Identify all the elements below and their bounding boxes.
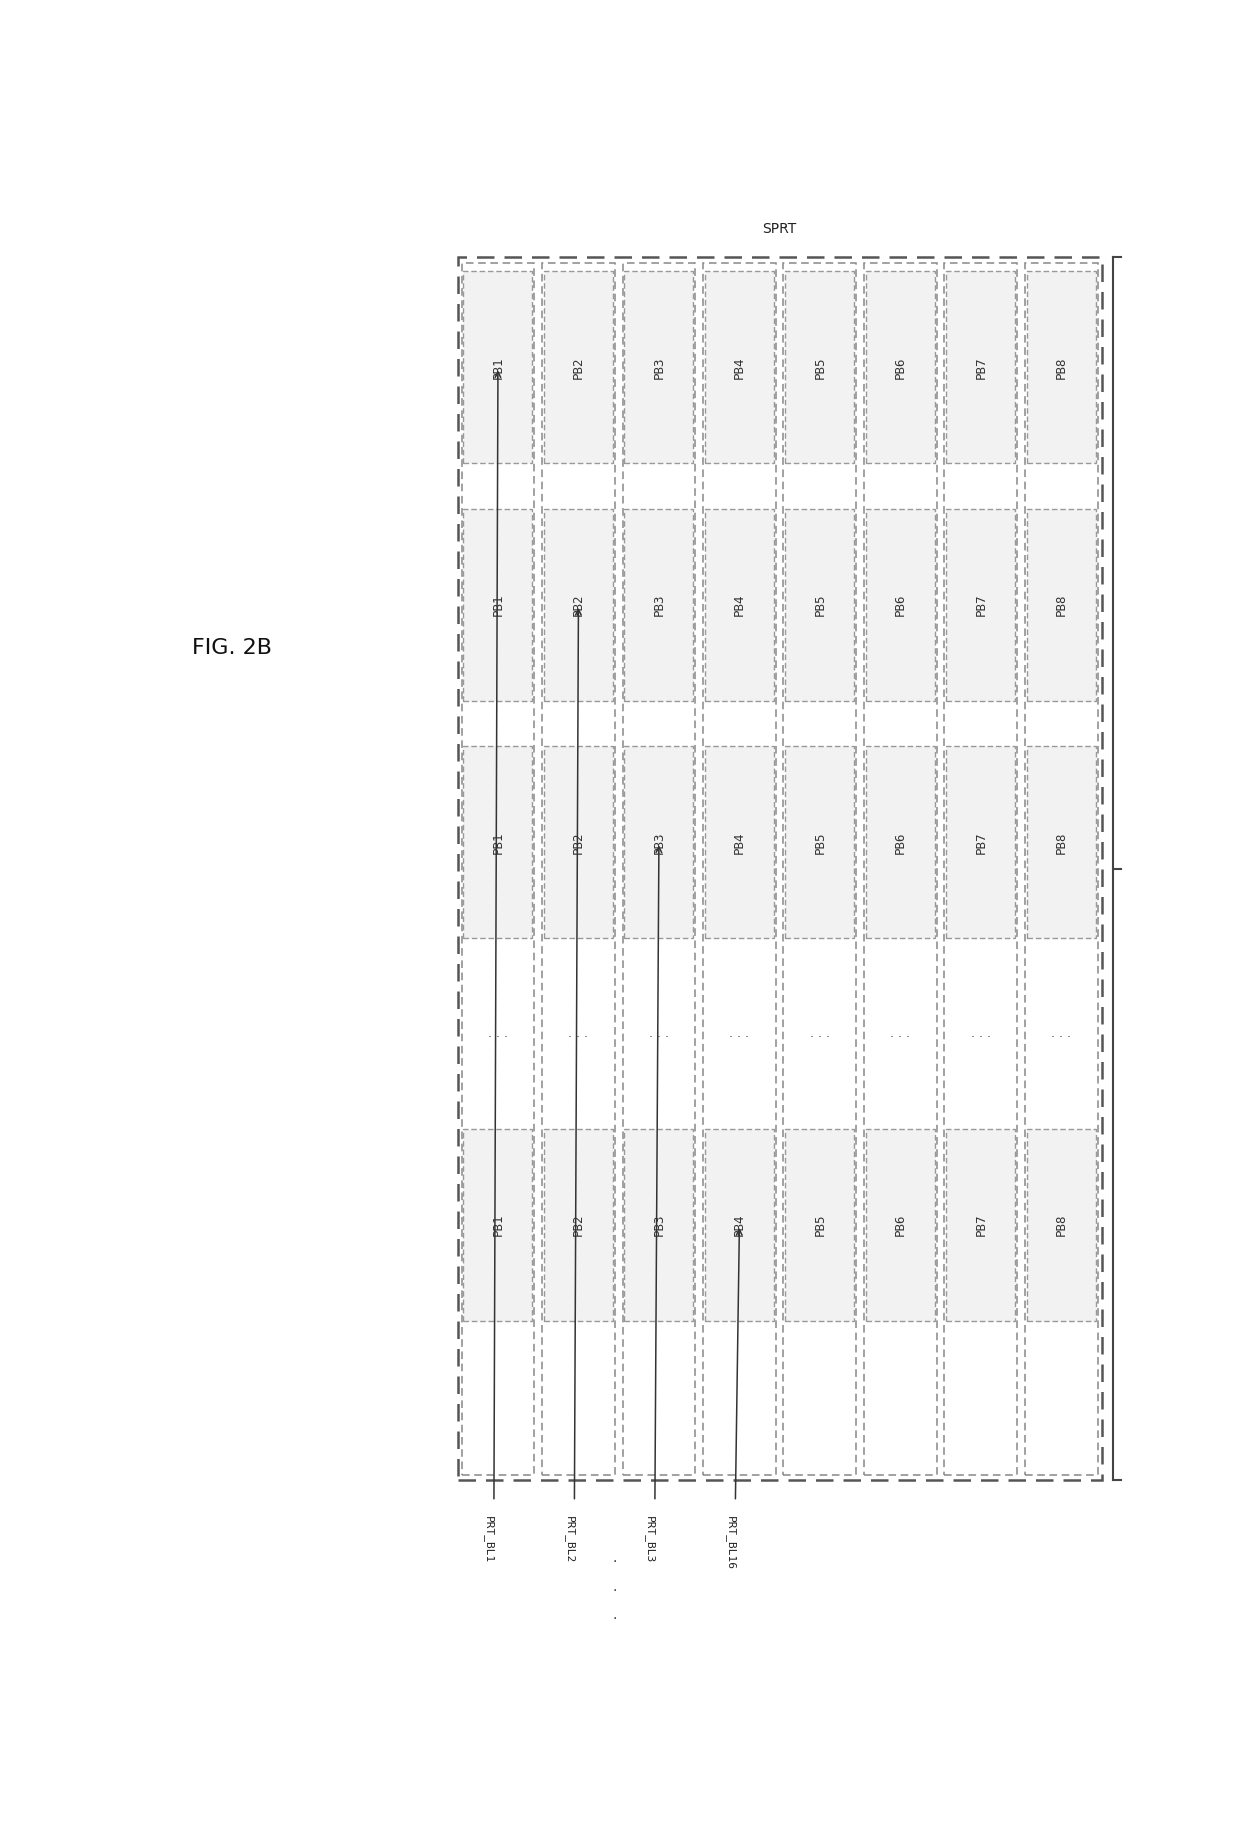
Text: PB6: PB6	[894, 593, 906, 617]
FancyBboxPatch shape	[785, 746, 854, 938]
FancyBboxPatch shape	[1027, 272, 1096, 464]
Text: . . .: . . .	[729, 1027, 749, 1040]
Text: . . .: . . .	[1052, 1027, 1071, 1040]
Text: PB4: PB4	[733, 356, 746, 379]
Text: PB1: PB1	[491, 1213, 505, 1236]
Text: PB8: PB8	[1055, 356, 1068, 379]
FancyBboxPatch shape	[625, 746, 693, 938]
FancyBboxPatch shape	[464, 1129, 532, 1321]
Text: PB7: PB7	[975, 593, 987, 617]
Text: PB7: PB7	[975, 356, 987, 379]
Text: PB3: PB3	[652, 1213, 666, 1236]
FancyBboxPatch shape	[544, 1129, 613, 1321]
FancyBboxPatch shape	[946, 272, 1016, 464]
FancyBboxPatch shape	[544, 510, 613, 700]
Text: PB8: PB8	[1055, 1213, 1068, 1236]
FancyBboxPatch shape	[625, 1129, 693, 1321]
Text: . . .: . . .	[568, 1027, 589, 1040]
Text: PB1: PB1	[491, 356, 505, 379]
FancyBboxPatch shape	[785, 1129, 854, 1321]
Text: . . .: . . .	[971, 1027, 991, 1040]
Text: . . .: . . .	[890, 1027, 910, 1040]
FancyBboxPatch shape	[704, 272, 774, 464]
Text: PRT_BL2: PRT_BL2	[563, 1516, 574, 1563]
Text: . . .: . . .	[649, 1027, 668, 1040]
Text: PRT_BL1: PRT_BL1	[484, 1516, 494, 1563]
Text: PB1: PB1	[491, 831, 505, 853]
Text: . . .: . . .	[810, 1027, 830, 1040]
Text: PB6: PB6	[894, 1213, 906, 1236]
Text: PB2: PB2	[572, 831, 585, 853]
Text: PB2: PB2	[572, 1213, 585, 1236]
FancyBboxPatch shape	[946, 746, 1016, 938]
Text: .: .	[613, 1551, 616, 1566]
FancyBboxPatch shape	[544, 272, 613, 464]
Text: PB4: PB4	[733, 593, 746, 617]
Text: PB5: PB5	[813, 356, 826, 379]
FancyBboxPatch shape	[704, 746, 774, 938]
Text: PB3: PB3	[652, 593, 666, 617]
FancyBboxPatch shape	[866, 510, 935, 700]
Text: PB5: PB5	[813, 593, 826, 617]
FancyBboxPatch shape	[1027, 746, 1096, 938]
FancyBboxPatch shape	[464, 510, 532, 700]
FancyBboxPatch shape	[866, 746, 935, 938]
FancyBboxPatch shape	[464, 746, 532, 938]
FancyBboxPatch shape	[866, 272, 935, 464]
Text: PB4: PB4	[733, 831, 746, 853]
FancyBboxPatch shape	[946, 1129, 1016, 1321]
Text: PRT_BL16: PRT_BL16	[724, 1516, 735, 1570]
FancyBboxPatch shape	[866, 1129, 935, 1321]
Text: .: .	[613, 1609, 616, 1622]
Text: PRT_BL3: PRT_BL3	[644, 1516, 655, 1563]
Text: PB5: PB5	[813, 831, 826, 853]
Text: PB3: PB3	[652, 831, 666, 853]
Text: PB4: PB4	[733, 1213, 746, 1236]
Text: PB8: PB8	[1055, 593, 1068, 617]
Text: PB2: PB2	[572, 356, 585, 379]
Text: . . .: . . .	[489, 1027, 508, 1040]
Text: PB6: PB6	[894, 831, 906, 853]
Text: FIG. 2B: FIG. 2B	[192, 639, 272, 658]
FancyBboxPatch shape	[464, 272, 532, 464]
FancyBboxPatch shape	[704, 1129, 774, 1321]
FancyBboxPatch shape	[785, 272, 854, 464]
FancyBboxPatch shape	[1027, 510, 1096, 700]
FancyBboxPatch shape	[625, 510, 693, 700]
Text: PB1: PB1	[491, 593, 505, 617]
Text: PB6: PB6	[894, 356, 906, 379]
Text: PB3: PB3	[652, 356, 666, 379]
FancyBboxPatch shape	[625, 272, 693, 464]
Text: PB7: PB7	[975, 831, 987, 853]
Text: PB2: PB2	[572, 593, 585, 617]
FancyBboxPatch shape	[946, 510, 1016, 700]
Text: PB7: PB7	[975, 1213, 987, 1236]
Text: SPRT: SPRT	[763, 222, 797, 236]
Text: .: .	[613, 1579, 616, 1594]
Text: PB5: PB5	[813, 1213, 826, 1236]
FancyBboxPatch shape	[785, 510, 854, 700]
FancyBboxPatch shape	[544, 746, 613, 938]
FancyBboxPatch shape	[1027, 1129, 1096, 1321]
FancyBboxPatch shape	[704, 510, 774, 700]
Text: PB8: PB8	[1055, 831, 1068, 853]
